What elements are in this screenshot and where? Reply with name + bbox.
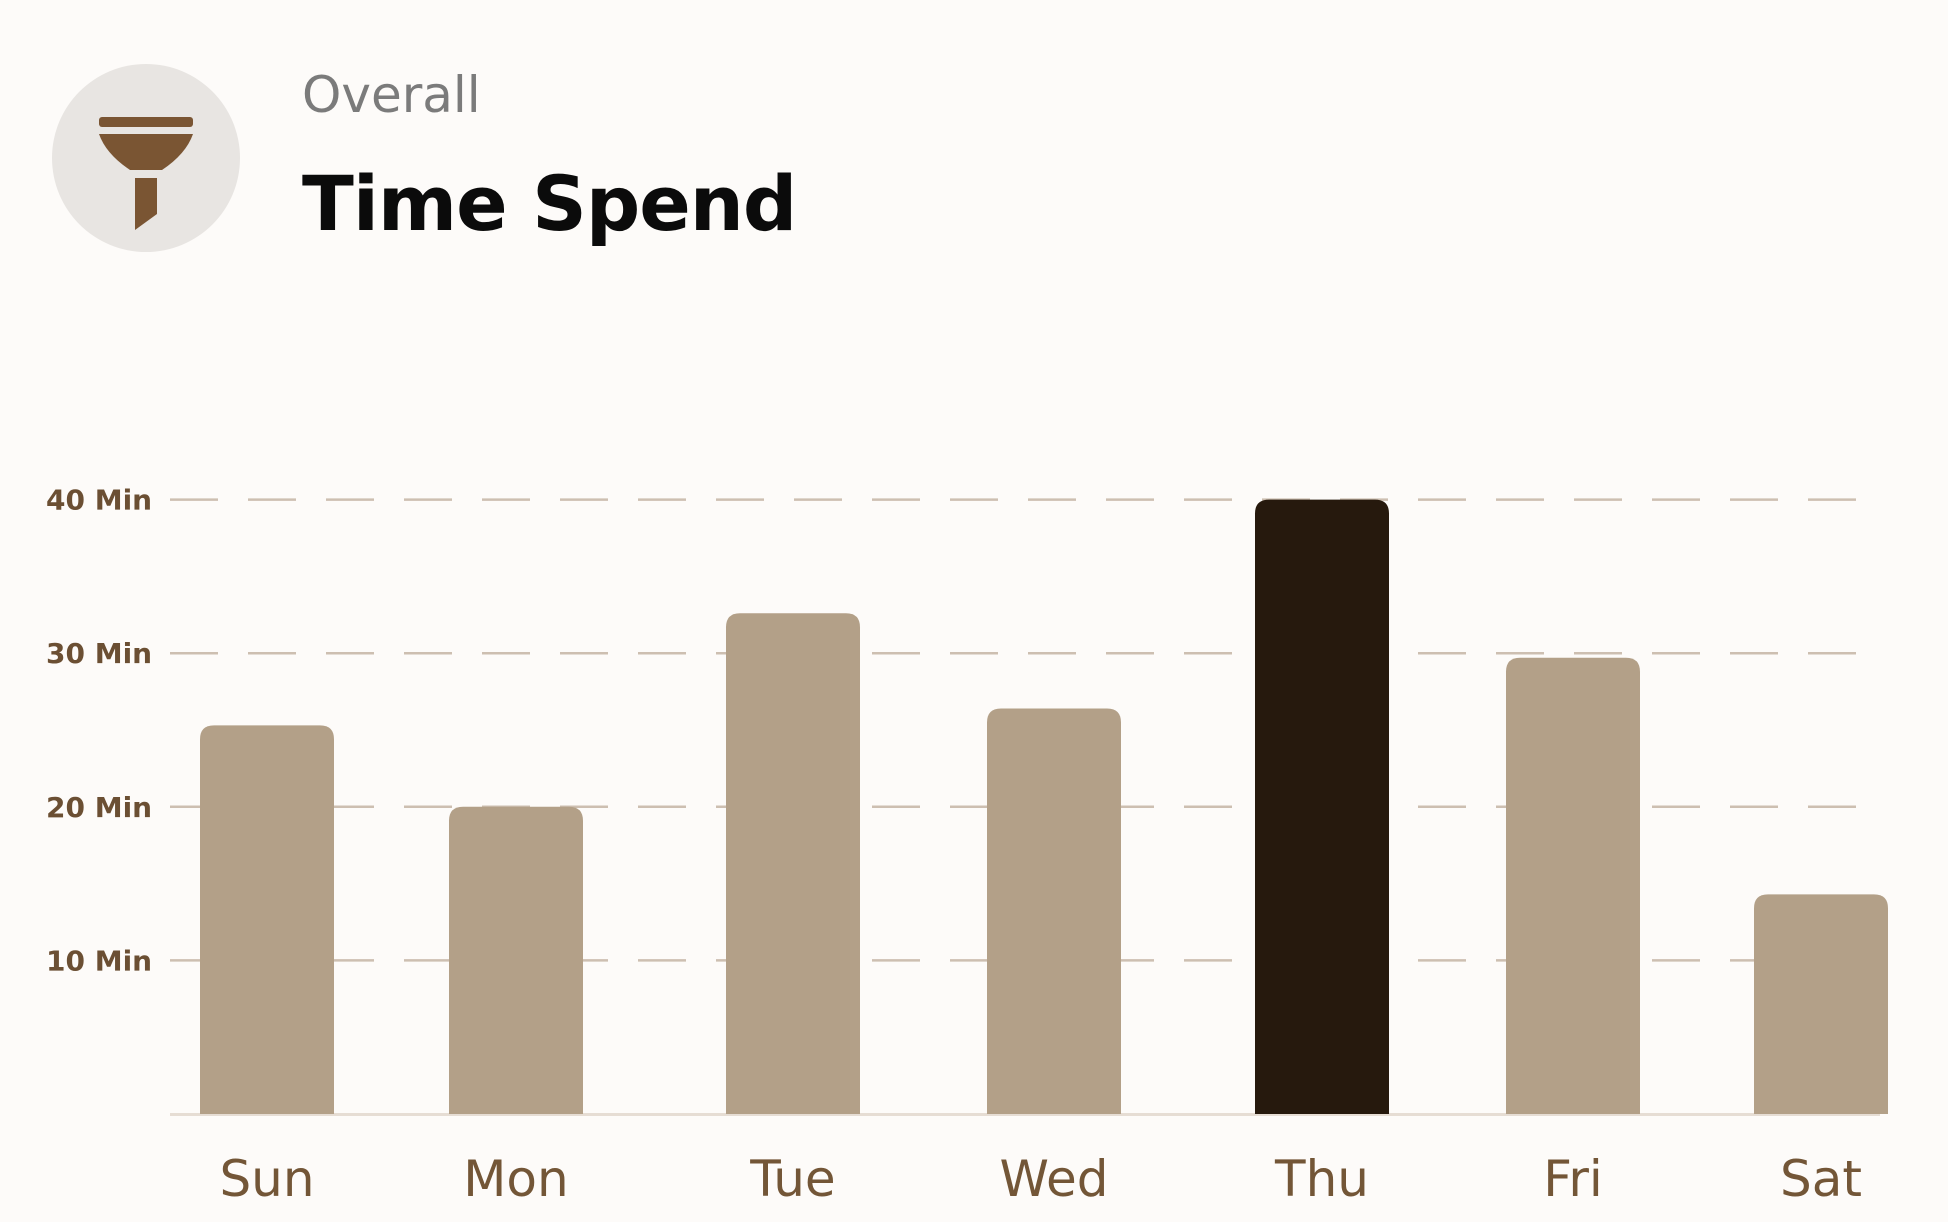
card-subtitle: Overall: [302, 66, 481, 124]
card-header: Overall Time Spend: [0, 0, 1948, 280]
bar-thu[interactable]: [1255, 499, 1389, 1115]
bar-wed[interactable]: [987, 708, 1121, 1114]
y-tick-label: 30 Min: [46, 637, 152, 670]
y-tick-label: 40 Min: [46, 484, 152, 517]
x-label-sat: Sat: [1780, 1150, 1862, 1208]
x-label-mon: Mon: [463, 1150, 568, 1208]
y-tick-label: 10 Min: [46, 944, 152, 977]
x-axis-labels: Sun Mon Tue Wed Thu Fri Sat: [219, 1150, 1862, 1208]
bars: [200, 499, 1888, 1115]
x-label-fri: Fri: [1543, 1150, 1603, 1208]
card-title: Time Spend: [302, 159, 797, 248]
bar-tue[interactable]: [726, 613, 860, 1114]
bar-sat[interactable]: [1754, 894, 1888, 1114]
filter-funnel-icon[interactable]: [52, 64, 240, 252]
y-axis-ticks: 10 Min 20 Min 30 Min 40 Min: [46, 484, 152, 978]
y-tick-label: 20 Min: [46, 791, 152, 824]
bar-mon[interactable]: [449, 806, 583, 1114]
bar-sun[interactable]: [200, 725, 334, 1114]
x-label-sun: Sun: [219, 1150, 314, 1208]
bar-fri[interactable]: [1506, 657, 1640, 1114]
x-label-thu: Thu: [1274, 1150, 1369, 1208]
funnel-icon-graphic: [99, 117, 193, 230]
x-label-wed: Wed: [999, 1150, 1108, 1208]
x-label-tue: Tue: [749, 1150, 835, 1208]
